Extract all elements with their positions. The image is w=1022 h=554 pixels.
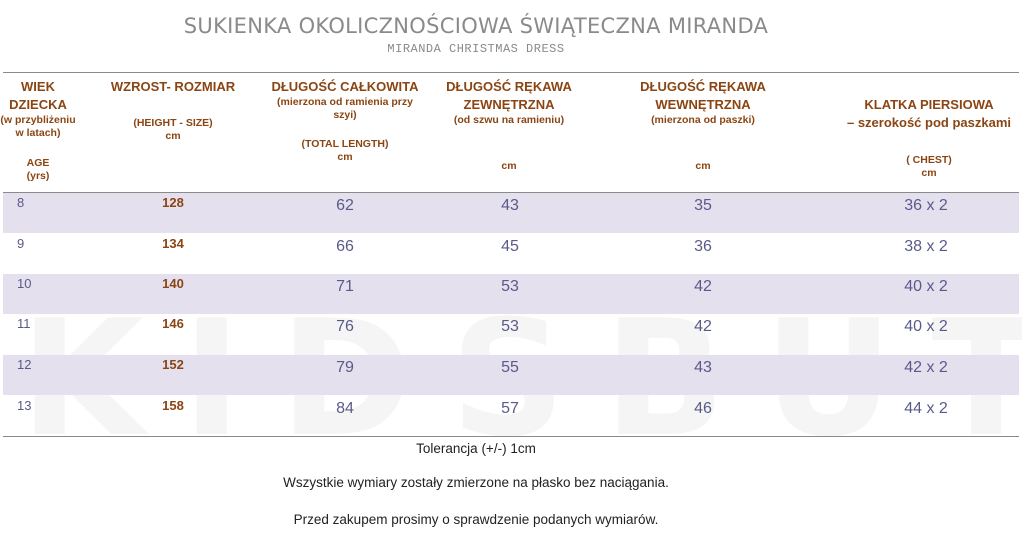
cell-sleeve-outer: 55 xyxy=(501,359,519,376)
table-row: 11 146 76 53 42 40 x 2 xyxy=(3,314,1019,354)
header-chest-unit: cm xyxy=(921,167,937,179)
header-height-unit: cm xyxy=(165,130,181,142)
cell-height: 134 xyxy=(162,236,184,251)
cell-age: 10 xyxy=(17,276,32,291)
cell-age: 9 xyxy=(17,236,25,251)
cell-sleeve-inner: 36 xyxy=(694,238,712,255)
check-note: Przed zakupem prosimy o sprawdzenie poda… xyxy=(293,512,659,527)
header-age-en: AGE xyxy=(26,157,50,169)
header-chest-line1: KLATKA PIERSIOWA xyxy=(864,97,994,112)
table-row: 12 152 79 55 43 42 x 2 xyxy=(3,355,1019,395)
cell-length: 84 xyxy=(336,400,354,417)
header-chest: KLATKA PIERSIOWA – szerokość pod paszkam… xyxy=(834,96,1022,180)
header-bottom-rule xyxy=(3,192,1019,193)
cell-age: 11 xyxy=(17,316,31,331)
cell-height: 152 xyxy=(162,357,184,372)
header-sleeve-inner-line1: DŁUGOŚĆ RĘKAWA xyxy=(640,79,766,94)
header-length-unit: cm xyxy=(337,151,353,163)
cell-sleeve-inner: 42 xyxy=(694,318,712,335)
cell-age: 8 xyxy=(17,195,25,210)
header-length-note1: (mierzona od ramienia przy xyxy=(277,96,413,108)
cell-height: 158 xyxy=(162,398,184,413)
cell-age: 12 xyxy=(17,357,32,372)
table-row: 9 134 66 45 36 38 x 2 xyxy=(3,234,1019,274)
cell-sleeve-inner: 43 xyxy=(694,359,712,376)
cell-length: 79 xyxy=(336,359,354,376)
header-sleeve-outer-unit: cm xyxy=(501,160,517,172)
measurement-note: Wszystkie wymiary zostały zmierzone na p… xyxy=(283,475,669,490)
header-sleeve-outer-line2: ZEWNĘTRZNA xyxy=(463,97,555,112)
header-age-unit: (yrs) xyxy=(26,170,50,182)
cell-sleeve-outer: 43 xyxy=(501,197,519,214)
table-row: 13 158 84 57 46 44 x 2 xyxy=(3,396,1019,436)
header-sleeve-outer-note: (od szwu na ramieniu) xyxy=(453,114,565,126)
cell-height: 146 xyxy=(162,316,184,331)
table-row: 10 140 71 53 42 40 x 2 xyxy=(3,274,1019,314)
cell-chest: 40 x 2 xyxy=(904,318,948,335)
header-chest-line2: – szerokość pod paszkami xyxy=(846,115,1011,130)
header-sleeve-inner-note: (mierzona od paszki) xyxy=(651,114,755,126)
cell-sleeve-inner: 42 xyxy=(694,278,712,295)
cell-height: 140 xyxy=(162,276,184,291)
cell-chest: 44 x 2 xyxy=(904,400,948,417)
page-subtitle: MIRANDA CHRISTMAS DRESS xyxy=(387,42,565,56)
cell-age: 13 xyxy=(17,398,32,413)
header-top-rule xyxy=(3,72,1019,73)
header-sleeve-inner: DŁUGOŚĆ RĘKAWA WEWNĘTRZNA (mierzona od p… xyxy=(622,78,784,173)
header-length-en: (TOTAL LENGTH) xyxy=(301,138,389,150)
table-bottom-rule xyxy=(3,436,1019,437)
cell-length: 76 xyxy=(336,318,354,335)
cell-sleeve-inner: 46 xyxy=(694,400,712,417)
cell-chest: 42 x 2 xyxy=(904,359,948,376)
cell-length: 62 xyxy=(336,197,354,214)
tolerance-note: Tolerancja (+/-) 1cm xyxy=(416,441,536,456)
header-height: WZROST- ROZMIAR (HEIGHT - SIZE) cm xyxy=(100,78,246,143)
cell-sleeve-inner: 35 xyxy=(694,197,712,214)
cell-sleeve-outer: 53 xyxy=(501,278,519,295)
header-chest-en: ( CHEST) xyxy=(906,154,952,166)
header-height-en: (HEIGHT - SIZE) xyxy=(133,117,213,129)
header-age-note1: (w przybliżeniu xyxy=(0,114,76,126)
cell-sleeve-outer: 57 xyxy=(501,400,519,417)
cell-length: 71 xyxy=(336,278,354,295)
header-age-note2: w latach) xyxy=(15,127,61,139)
cell-length: 66 xyxy=(336,238,354,255)
header-length-line1: DŁUGOŚĆ CAŁKOWITA xyxy=(271,79,419,94)
header-age-line1: WIEK xyxy=(21,79,55,94)
header-age-line2: DZIECKA xyxy=(9,97,67,112)
header-height-line1: WZROST- ROZMIAR xyxy=(110,79,236,94)
header-sleeve-inner-unit: cm xyxy=(695,160,711,172)
cell-sleeve-outer: 53 xyxy=(501,318,519,335)
cell-chest: 40 x 2 xyxy=(904,278,948,295)
table-row: 8 128 62 43 35 36 x 2 xyxy=(3,193,1019,233)
header-sleeve-inner-line2: WEWNĘTRZNA xyxy=(655,97,751,112)
cell-chest: 38 x 2 xyxy=(904,238,948,255)
cell-sleeve-outer: 45 xyxy=(501,238,519,255)
header-length: DŁUGOŚĆ CAŁKOWITA (mierzona od ramienia … xyxy=(262,78,428,164)
page-title: SUKIENKA OKOLICZNOŚCIOWA ŚWIĄTECZNA MIRA… xyxy=(183,14,769,38)
header-length-note2: szyi) xyxy=(333,109,357,121)
header-age: WIEK DZIECKA (w przybliżeniu w latach) A… xyxy=(0,78,76,183)
header-sleeve-outer-line1: DŁUGOŚĆ RĘKAWA xyxy=(446,79,572,94)
header-sleeve-outer: DŁUGOŚĆ RĘKAWA ZEWNĘTRZNA (od szwu na ra… xyxy=(432,78,586,173)
cell-chest: 36 x 2 xyxy=(904,197,948,214)
cell-height: 128 xyxy=(162,195,184,210)
